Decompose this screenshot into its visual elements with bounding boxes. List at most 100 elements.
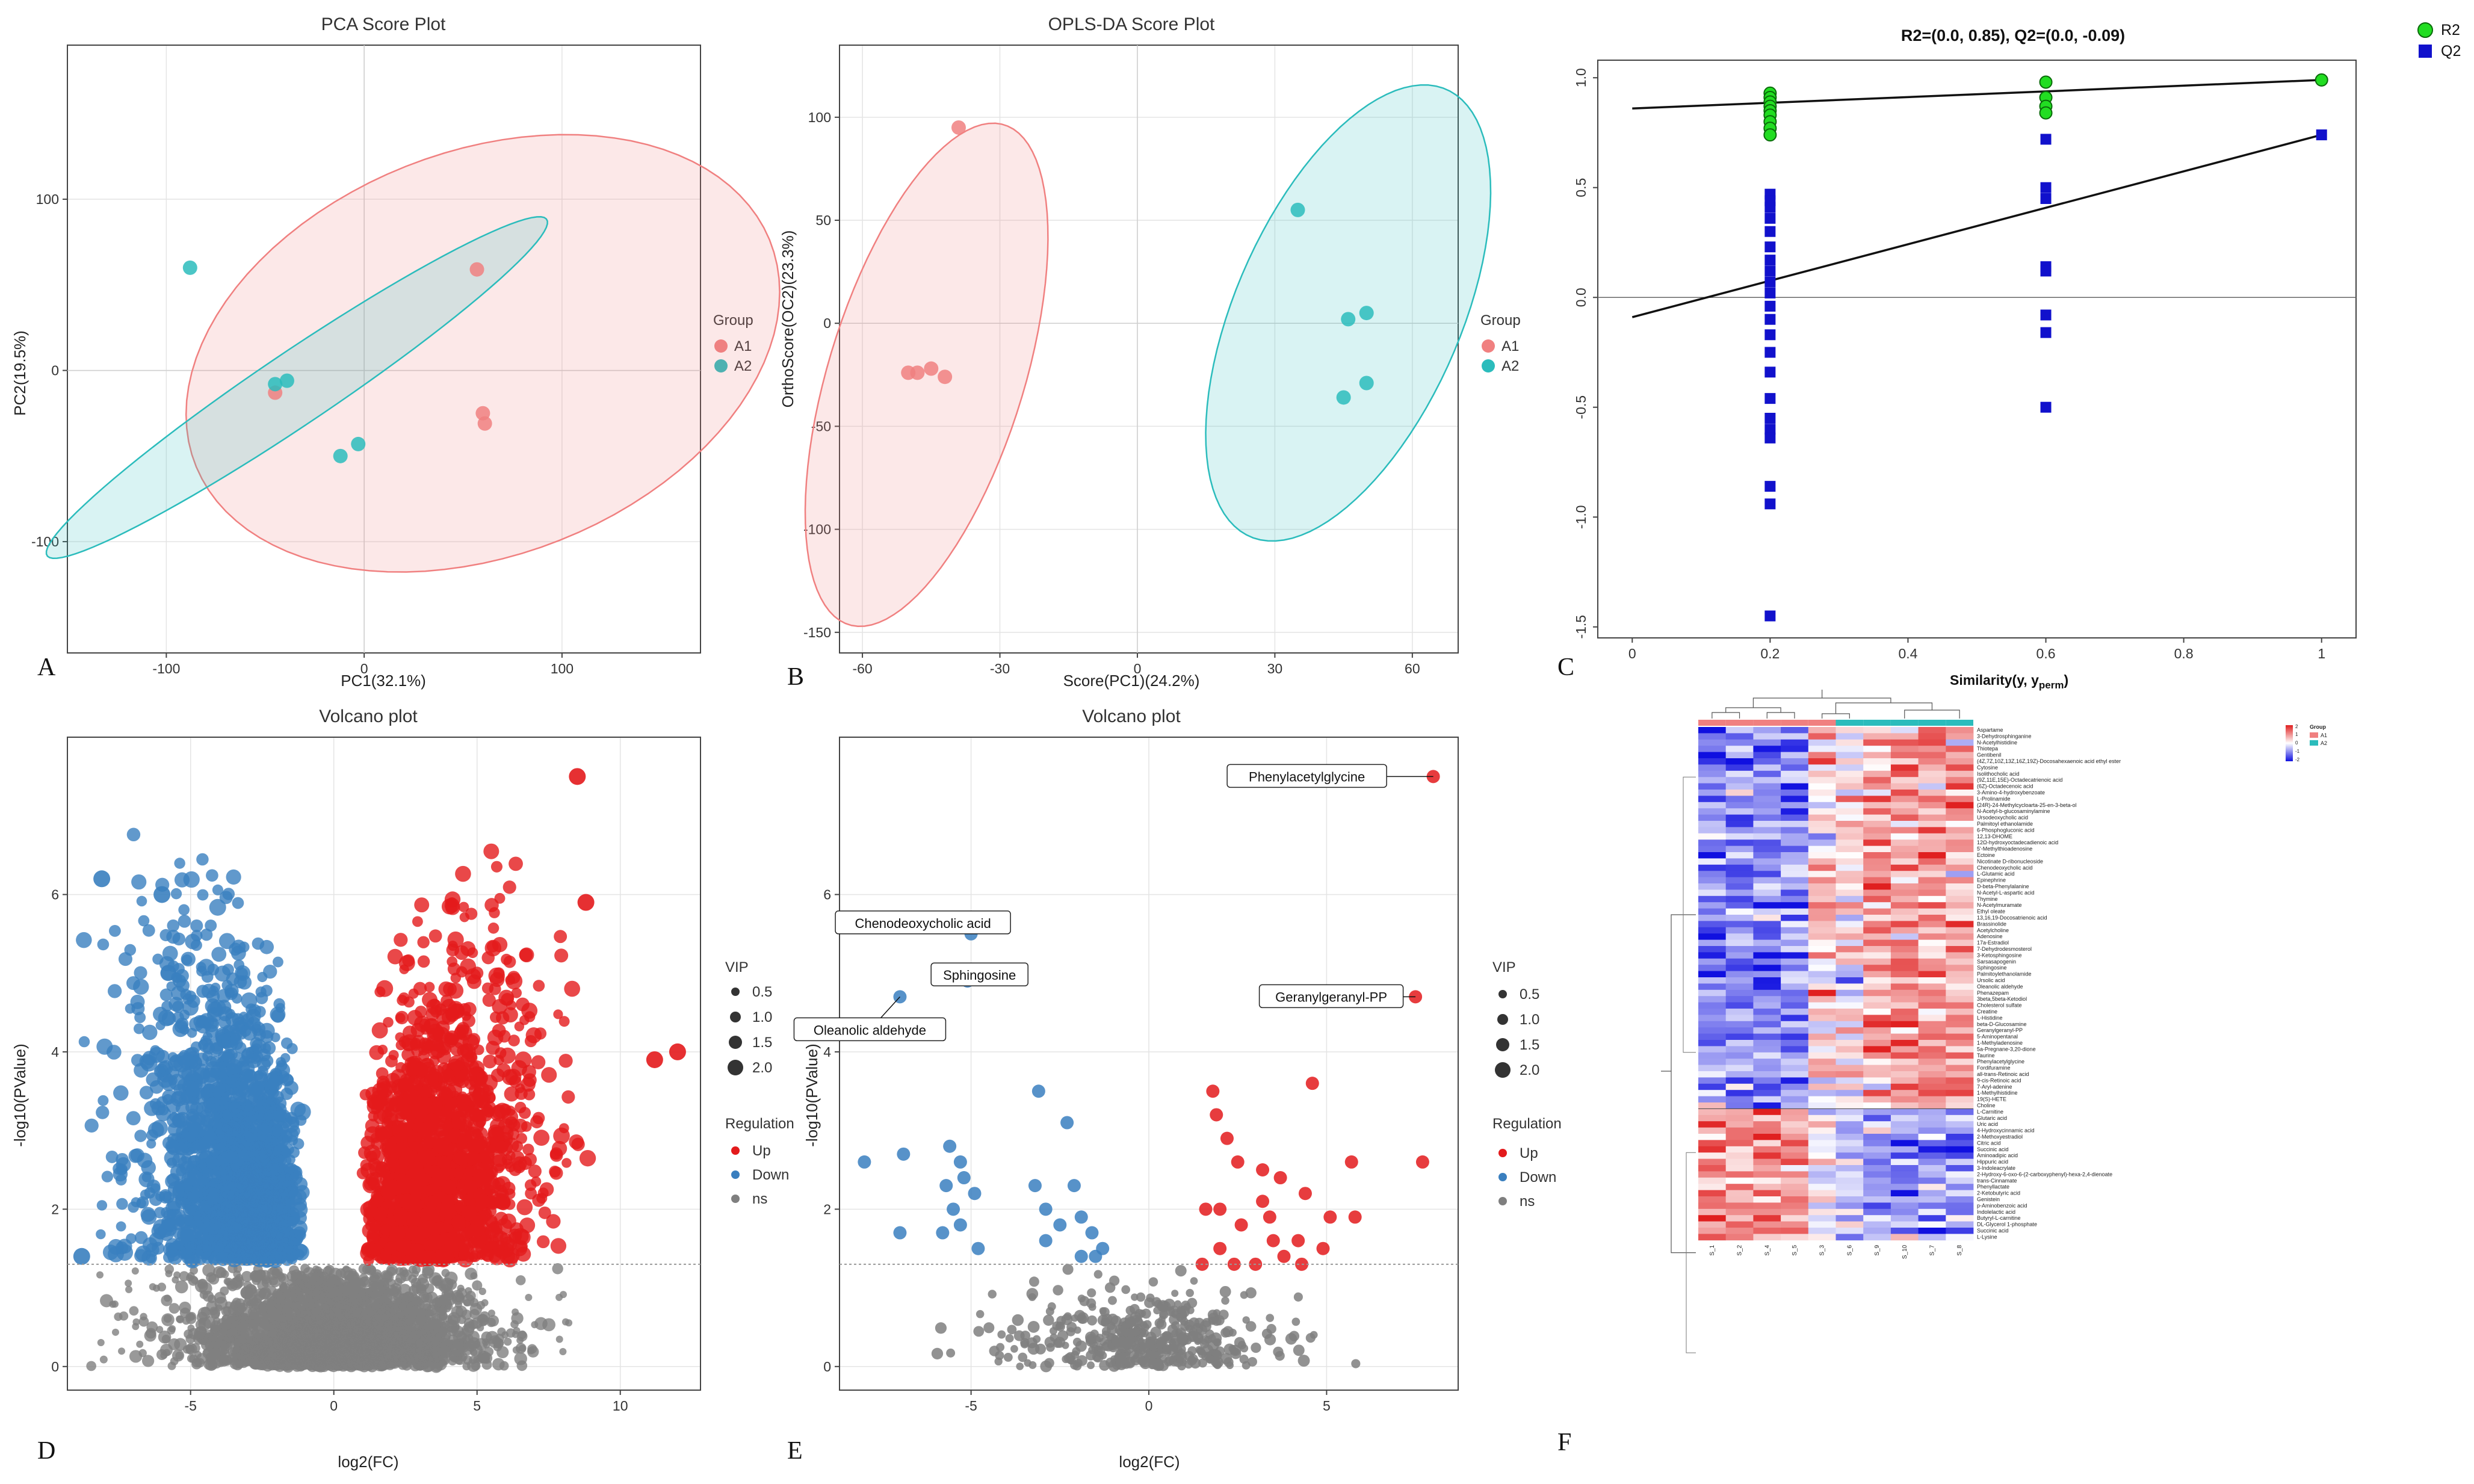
pca-legend: Group A1 A2 xyxy=(713,312,753,374)
point-ns xyxy=(398,1357,409,1367)
point-down xyxy=(108,1238,124,1255)
point-r2 xyxy=(2315,73,2328,87)
point-down xyxy=(170,888,182,900)
point-q2 xyxy=(1764,241,1776,253)
tick-label-x: 0 xyxy=(360,661,368,676)
point-down xyxy=(172,1011,184,1024)
tick-label-y: 4 xyxy=(51,1044,59,1060)
point-ns xyxy=(233,1339,242,1348)
volcano-d-reg-key-ns xyxy=(731,1195,740,1203)
point-ns xyxy=(555,1335,563,1343)
point-ns xyxy=(519,1344,527,1352)
point-down xyxy=(263,964,277,979)
point-ns xyxy=(224,1301,232,1309)
point-ns xyxy=(492,1358,505,1371)
point-ns xyxy=(462,1328,470,1335)
point-down xyxy=(271,1009,285,1023)
point-down xyxy=(107,1045,122,1060)
point-ns xyxy=(370,1347,380,1358)
point-down xyxy=(138,915,150,927)
point-ns xyxy=(109,1300,117,1308)
point-down xyxy=(178,904,190,916)
point-down xyxy=(208,1097,220,1110)
point-ns xyxy=(197,1332,205,1340)
point-down xyxy=(172,1001,184,1013)
oplsda-legend: Group A1 A2 xyxy=(1480,312,1521,374)
point-down xyxy=(232,1204,244,1217)
volcano-e-ylabel: -log10(PValue) xyxy=(803,1043,821,1147)
point-q2 xyxy=(2040,193,2052,204)
point-ns xyxy=(496,1346,509,1359)
point-down xyxy=(118,952,132,966)
point-r2 xyxy=(1763,128,1777,142)
point-ns xyxy=(215,1304,223,1312)
point-down xyxy=(260,1030,274,1043)
point-ns xyxy=(276,1330,286,1340)
point-ns xyxy=(189,1354,199,1364)
point-ns xyxy=(409,1299,417,1307)
permutation-xlabel: Similarity(y, yperm) xyxy=(1950,672,2068,691)
point-ns xyxy=(423,1303,431,1311)
point-ns xyxy=(119,1311,129,1321)
volcano-d-reg-key-up xyxy=(731,1146,740,1155)
tick-label-y: 100 xyxy=(808,110,831,125)
point-down xyxy=(222,963,234,976)
point-ns xyxy=(296,1299,309,1311)
point-ns xyxy=(377,1360,389,1371)
point-ns xyxy=(501,1331,509,1339)
permutation-legend: R2 Q2 xyxy=(2417,22,2461,60)
point-down xyxy=(259,1105,274,1122)
panel-letter-a: A xyxy=(37,654,56,681)
point-ns xyxy=(209,1323,217,1331)
tick-label-y: 6 xyxy=(51,886,59,902)
pca-legend-key-a1 xyxy=(714,339,728,353)
point-down xyxy=(182,999,199,1016)
point-down xyxy=(133,979,149,995)
point-q2 xyxy=(2040,182,2052,193)
point-q2 xyxy=(1764,412,1776,424)
point-ns xyxy=(144,1329,156,1342)
tick-label-y: -1.0 xyxy=(1573,505,1589,529)
point-down xyxy=(211,947,227,962)
point-ns xyxy=(434,1281,442,1289)
volcano-d-legend: VIP 0.5 1.0 1.5 2.0 Regulation Up Down n… xyxy=(725,959,794,1207)
tick-label-x: 0.4 xyxy=(1898,646,1917,661)
point-q2 xyxy=(1764,393,1776,404)
point-down xyxy=(97,1095,109,1106)
point-ns xyxy=(160,1352,168,1359)
point-down xyxy=(225,1151,239,1164)
volcano-e-vip-2: 1.0 xyxy=(1520,1012,1539,1028)
point-q2 xyxy=(1764,432,1776,444)
point-a2 xyxy=(1290,202,1305,217)
tick-label-x: 60 xyxy=(1405,661,1420,676)
point-down xyxy=(167,1122,181,1136)
point-down xyxy=(167,919,180,932)
point-down xyxy=(178,915,191,928)
plot-frame xyxy=(839,45,1459,654)
pca-legend-a2: A2 xyxy=(734,358,752,374)
point-ns xyxy=(336,1347,348,1360)
fit-line-r2 xyxy=(1632,79,2322,110)
point-ns xyxy=(409,1344,422,1356)
point-ns xyxy=(433,1355,442,1363)
point-ns xyxy=(221,1314,233,1327)
volcano-e-vip-3: 1.5 xyxy=(1520,1037,1539,1053)
point-ns xyxy=(516,1337,524,1344)
point-down xyxy=(269,1175,284,1190)
point-ns xyxy=(249,1350,258,1359)
point-ns xyxy=(99,1355,108,1364)
point-ns xyxy=(187,1324,195,1332)
pca-legend-title: Group xyxy=(713,312,753,329)
point-ns xyxy=(428,1316,439,1327)
point-ns xyxy=(412,1318,420,1326)
point-down xyxy=(131,1197,141,1207)
point-down xyxy=(292,1244,309,1261)
point-ns xyxy=(391,1354,399,1362)
point-up xyxy=(550,1238,567,1254)
point-down xyxy=(134,1130,147,1142)
point-ns xyxy=(418,1291,430,1303)
point-ns xyxy=(253,1294,263,1303)
point-ns xyxy=(312,1265,320,1273)
point-ns xyxy=(439,1345,452,1359)
